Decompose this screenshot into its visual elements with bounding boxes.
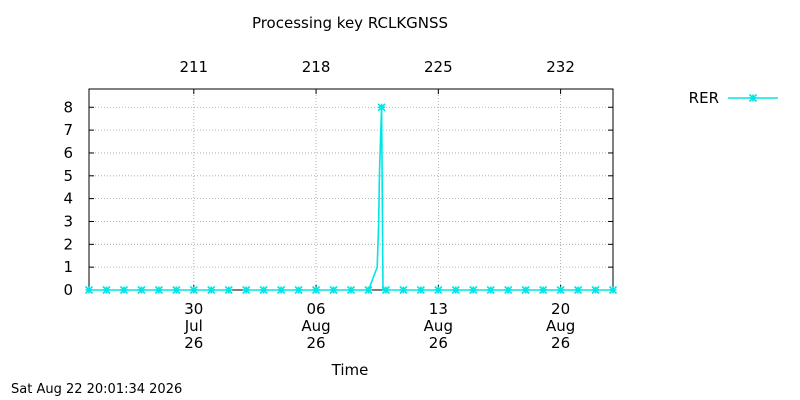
- data-point-marker: [399, 285, 408, 295]
- y-tick-label: 3: [63, 212, 73, 230]
- data-point-marker: [154, 285, 163, 295]
- data-point-marker: [556, 285, 565, 295]
- data-point-marker: [608, 285, 618, 295]
- x-tick-label: Aug: [424, 317, 453, 335]
- data-point-marker: [504, 285, 513, 295]
- data-point-marker: [137, 285, 146, 295]
- y-tick-label: 1: [63, 258, 73, 276]
- data-point-marker: [748, 93, 758, 103]
- legend-label: RER: [689, 89, 719, 107]
- x-tick-label: Jul: [184, 317, 203, 335]
- data-point-marker: [242, 285, 251, 295]
- x-tick-label: 26: [551, 334, 570, 352]
- grid-lines: [89, 89, 613, 290]
- plot-frame: [88, 88, 614, 291]
- data-point-marker: [416, 285, 425, 295]
- data-point-marker: [84, 285, 94, 295]
- data-point-marker: [346, 285, 356, 295]
- x-tick-label: 20: [551, 300, 570, 318]
- y-tick-label: 0: [63, 281, 73, 299]
- y-tick-label: 5: [63, 167, 73, 185]
- data-point-marker: [377, 103, 386, 112]
- data-point-marker: [189, 285, 198, 295]
- x-tick-label: 26: [184, 334, 203, 352]
- data-point-marker: [224, 285, 233, 295]
- data-point-marker: [591, 285, 600, 295]
- data-point-marker: [172, 285, 181, 295]
- data-point-marker: [486, 285, 495, 295]
- data-point-marker: [381, 285, 390, 295]
- x2-tick-label: 232: [546, 58, 575, 76]
- x-tick-label: 06: [307, 300, 326, 318]
- x-tick-label: 26: [307, 334, 326, 352]
- x-tick-label: Aug: [301, 317, 330, 335]
- data-point-marker: [434, 285, 443, 295]
- y-tick-label: 6: [63, 144, 73, 162]
- data-point-marker: [574, 285, 583, 295]
- data-point-marker: [469, 285, 478, 295]
- x2-tick-label: 225: [424, 58, 453, 76]
- data-point-marker: [102, 285, 111, 295]
- data-point-marker: [294, 285, 303, 295]
- legend: RER: [689, 89, 778, 107]
- axes: [88, 88, 614, 291]
- data-point-marker: [259, 285, 268, 295]
- data-point-marker: [451, 285, 460, 295]
- data-point-marker: [277, 285, 286, 295]
- data-point-marker: [364, 285, 373, 295]
- x-tick-label: Aug: [546, 317, 575, 335]
- x2-tick-label: 218: [302, 58, 331, 76]
- x2-tick-label: 211: [179, 58, 208, 76]
- y-tick-label: 8: [63, 98, 73, 116]
- x-tick-label: 13: [429, 300, 448, 318]
- series-layer: [84, 103, 618, 295]
- timestamp-footer: Sat Aug 22 20:01:34 2026: [11, 382, 183, 397]
- y-tick-label: 4: [63, 190, 73, 208]
- y-tick-label: 7: [63, 121, 73, 139]
- x-axis-label: Time: [331, 361, 369, 379]
- y-axis-ticks: 0 1 2 3 4 5 6 7 8: [63, 98, 613, 299]
- chart-title: Processing key RCLKGNSS: [251, 14, 449, 32]
- y-tick-label: 2: [63, 235, 73, 253]
- x2-axis-ticks: 211 218 225 232: [179, 58, 575, 94]
- data-point-marker: [312, 285, 321, 295]
- data-point-marker: [521, 285, 530, 295]
- data-point-marker: [207, 285, 216, 295]
- data-point-marker: [119, 285, 128, 295]
- data-point-marker: [539, 285, 548, 295]
- data-point-marker: [329, 285, 338, 295]
- x-tick-label: 30: [184, 300, 203, 318]
- x-tick-label: 26: [429, 334, 448, 352]
